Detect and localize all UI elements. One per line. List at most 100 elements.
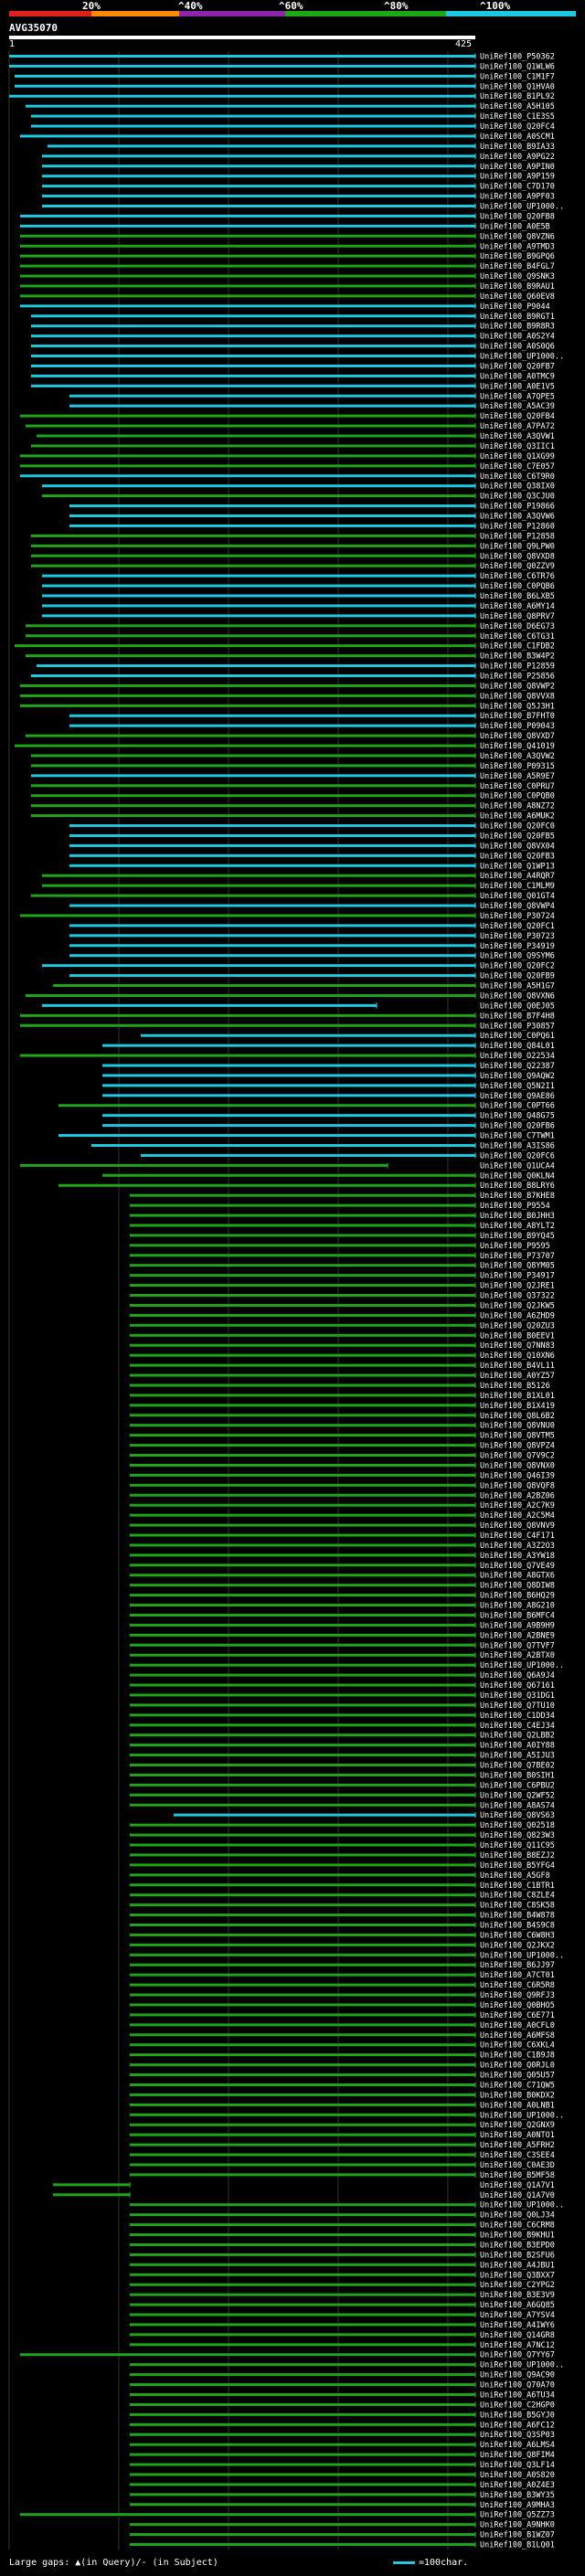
hit-bar[interactable] xyxy=(130,2383,475,2387)
hit-bar[interactable] xyxy=(130,1703,475,1707)
hit-label[interactable]: UniRef100_A0LNB1 xyxy=(480,2101,555,2110)
hit-label[interactable]: UniRef100_C3SEE4 xyxy=(480,2151,555,2160)
hit-label[interactable]: UniRef100_A3QVW6 xyxy=(480,513,555,522)
hit-label[interactable]: UniRef100_O22534 xyxy=(480,1052,555,1061)
hit-label[interactable]: UniRef100_A7PA72 xyxy=(480,422,555,431)
hit-label[interactable]: UniRef100_Q20FB3 xyxy=(480,852,555,861)
hit-bar[interactable] xyxy=(20,244,475,248)
hit-label[interactable]: UniRef100_C6PBU2 xyxy=(480,1781,555,1790)
hit-bar[interactable] xyxy=(130,1414,475,1417)
hit-label[interactable]: UniRef100_Q9SYM6 xyxy=(480,952,555,961)
hit-label[interactable]: UniRef100_A8G210 xyxy=(480,1602,555,1611)
hit-label[interactable]: UniRef100_A5IJU3 xyxy=(480,1752,555,1761)
hit-label[interactable]: UniRef100_A7QPE5 xyxy=(480,392,555,401)
hit-label[interactable]: UniRef100_Q7V9C2 xyxy=(480,1452,555,1461)
hit-bar[interactable] xyxy=(130,1823,475,1827)
hit-label[interactable]: UniRef100_UP1000.. xyxy=(480,2361,564,2370)
hit-bar[interactable] xyxy=(31,814,475,818)
hit-label[interactable]: UniRef100_C1BTR1 xyxy=(480,1882,555,1891)
hit-label[interactable]: UniRef100_Q2JKW5 xyxy=(480,1301,555,1310)
hit-label[interactable]: UniRef100_A9TMD3 xyxy=(480,242,555,251)
hit-bar[interactable] xyxy=(42,484,475,488)
hit-label[interactable]: UniRef100_A0YZ57 xyxy=(480,1372,555,1381)
hit-bar[interactable] xyxy=(69,514,475,518)
hit-bar[interactable] xyxy=(69,833,475,837)
hit-bar[interactable] xyxy=(130,2003,475,2007)
hit-label[interactable]: UniRef100_Q20FC2 xyxy=(480,962,555,971)
hit-label[interactable]: UniRef100_Q20FC6 xyxy=(480,1151,555,1161)
hit-bar[interactable] xyxy=(130,1773,475,1776)
hit-bar[interactable] xyxy=(130,2533,475,2537)
hit-label[interactable]: UniRef100_A9MHA3 xyxy=(480,2501,555,2510)
hit-bar[interactable] xyxy=(58,1104,475,1108)
hit-label[interactable]: UniRef100_Q2JKX2 xyxy=(480,1941,555,1950)
hit-label[interactable]: UniRef100_A2BZ06 xyxy=(480,1491,555,1500)
hit-bar[interactable] xyxy=(130,1333,475,1337)
hit-bar[interactable] xyxy=(130,1234,475,1237)
hit-bar[interactable] xyxy=(102,1173,475,1177)
hit-bar[interactable] xyxy=(69,934,475,938)
hit-label[interactable]: UniRef100_A0S2Y4 xyxy=(480,333,555,342)
hit-label[interactable]: UniRef100_A3YW18 xyxy=(480,1552,555,1561)
hit-label[interactable]: UniRef100_Q8VVX8 xyxy=(480,692,555,701)
hit-bar[interactable] xyxy=(42,1003,377,1007)
hit-bar[interactable] xyxy=(20,474,475,478)
hit-bar[interactable] xyxy=(130,1663,475,1667)
hit-bar[interactable] xyxy=(69,524,475,527)
hit-bar[interactable] xyxy=(42,574,475,578)
hit-label[interactable]: UniRef100_Q0RJL0 xyxy=(480,2062,555,2071)
hit-bar[interactable] xyxy=(130,2323,475,2327)
hit-label[interactable]: UniRef100_C0AE3D xyxy=(480,2161,555,2170)
hit-bar[interactable] xyxy=(130,1214,475,1217)
hit-label[interactable]: UniRef100_C6E771 xyxy=(480,2011,555,2020)
hit-bar[interactable] xyxy=(130,2063,475,2067)
hit-bar[interactable] xyxy=(31,384,475,387)
hit-bar[interactable] xyxy=(130,1903,475,1907)
hit-bar[interactable] xyxy=(42,164,475,168)
hit-label[interactable]: UniRef100_B9GPQ6 xyxy=(480,252,555,261)
hit-bar[interactable] xyxy=(42,874,475,877)
hit-bar[interactable] xyxy=(69,904,475,907)
hit-label[interactable]: UniRef100_UP1000.. xyxy=(480,353,564,362)
hit-label[interactable]: UniRef100_Q1WLW6 xyxy=(480,62,555,71)
hit-bar[interactable] xyxy=(130,1284,475,1288)
hit-label[interactable]: UniRef100_Q38IX0 xyxy=(480,482,555,492)
hit-bar[interactable] xyxy=(130,2163,475,2167)
hit-bar[interactable] xyxy=(130,1254,475,1257)
hit-bar[interactable] xyxy=(31,554,475,557)
hit-label[interactable]: UniRef100_Q1WP13 xyxy=(480,862,555,871)
hit-bar[interactable] xyxy=(102,1124,475,1128)
hit-bar[interactable] xyxy=(130,2073,475,2077)
hit-bar[interactable] xyxy=(31,754,475,758)
hit-bar[interactable] xyxy=(91,1143,475,1147)
hit-label[interactable]: UniRef100_B5MF58 xyxy=(480,2171,555,2180)
hit-label[interactable]: UniRef100_C1M1F7 xyxy=(480,72,555,81)
hit-bar[interactable] xyxy=(130,2363,475,2367)
hit-bar[interactable] xyxy=(42,494,475,498)
hit-bar[interactable] xyxy=(130,2503,475,2507)
hit-bar[interactable] xyxy=(130,2213,475,2217)
hit-bar[interactable] xyxy=(130,1643,475,1647)
hit-bar[interactable] xyxy=(26,634,475,638)
hit-label[interactable]: UniRef100_Q9AQW2 xyxy=(480,1072,555,1081)
hit-bar[interactable] xyxy=(130,1633,475,1637)
hit-bar[interactable] xyxy=(37,664,475,668)
hit-label[interactable]: UniRef100_Q8VTM5 xyxy=(480,1432,555,1441)
hit-bar[interactable] xyxy=(9,54,475,58)
hit-bar[interactable] xyxy=(130,1744,475,1747)
hit-label[interactable]: UniRef100_Q8VNV9 xyxy=(480,1521,555,1531)
hit-label[interactable]: UniRef100_A0SCM1 xyxy=(480,133,555,142)
hit-bar[interactable] xyxy=(130,1404,475,1407)
hit-label[interactable]: UniRef100_A3QVW1 xyxy=(480,432,555,441)
hit-label[interactable]: UniRef100_Q7VE49 xyxy=(480,1562,555,1571)
hit-label[interactable]: UniRef100_A6MFS8 xyxy=(480,2031,555,2041)
hit-label[interactable]: UniRef100_Q3BXX7 xyxy=(480,2271,555,2280)
hit-bar[interactable] xyxy=(130,1553,475,1557)
hit-bar[interactable] xyxy=(130,2233,475,2237)
hit-bar[interactable] xyxy=(69,864,475,867)
hit-label[interactable]: UniRef100_Q1XG99 xyxy=(480,452,555,461)
hit-label[interactable]: UniRef100_A3Z2O3 xyxy=(480,1542,555,1551)
hit-bar[interactable] xyxy=(130,2143,475,2147)
hit-bar[interactable] xyxy=(130,1764,475,1767)
hit-label[interactable]: UniRef100_D6EG73 xyxy=(480,622,555,631)
